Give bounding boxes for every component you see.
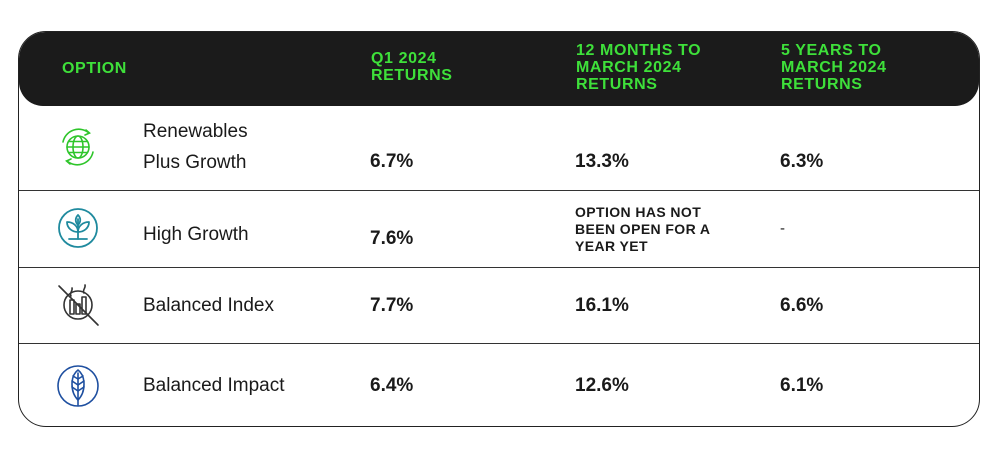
- q1-return: 7.6%: [370, 228, 414, 249]
- header-option: OPTION: [62, 60, 127, 77]
- table-row: Balanced Index 7.7% 16.1% 6.6%: [19, 267, 979, 343]
- header-5-years-returns: 5 YEARS TO MARCH 2024 RETURNS: [781, 42, 887, 93]
- twelve-month-return: 12.6%: [575, 375, 629, 396]
- table-header: OPTION Q1 2024 RETURNS 12 MONTHS TO MARC…: [19, 32, 979, 106]
- header-12-months-returns: 12 MONTHS TO MARCH 2024 RETURNS: [576, 42, 702, 93]
- leaf-icon: [57, 365, 99, 407]
- twelve-month-return-note: OPTION HAS NOT BEEN OPEN FOR A YEAR YET: [575, 204, 711, 254]
- table-row: Renewables Plus Growth 6.7% 13.3% 6.3%: [19, 106, 979, 190]
- five-year-return: -: [780, 220, 785, 237]
- q1-return: 7.7%: [370, 295, 414, 316]
- option-name: High Growth: [143, 224, 249, 245]
- option-name: Renewables Plus Growth: [143, 121, 248, 173]
- q1-return: 6.7%: [370, 151, 414, 172]
- returns-table: OPTION Q1 2024 RETURNS 12 MONTHS TO MARC…: [18, 31, 980, 427]
- option-name: Balanced Index: [143, 295, 274, 316]
- twelve-month-return: 16.1%: [575, 295, 629, 316]
- crossed-out-factory-icon: [58, 284, 99, 326]
- q1-return: 6.4%: [370, 375, 414, 396]
- five-year-return: 6.3%: [780, 151, 824, 172]
- five-year-return: 6.6%: [780, 295, 824, 316]
- five-year-return: 6.1%: [780, 375, 824, 396]
- globe-recycle-icon: [62, 128, 94, 166]
- sprout-icon: [58, 208, 98, 248]
- header-q1-returns: Q1 2024 RETURNS: [371, 50, 453, 84]
- table-row: Balanced Impact 6.4% 12.6% 6.1%: [19, 343, 979, 426]
- table-row: High Growth 7.6% OPTION HAS NOT BEEN OPE…: [19, 190, 979, 267]
- option-name: Balanced Impact: [143, 375, 285, 396]
- twelve-month-return: 13.3%: [575, 151, 629, 172]
